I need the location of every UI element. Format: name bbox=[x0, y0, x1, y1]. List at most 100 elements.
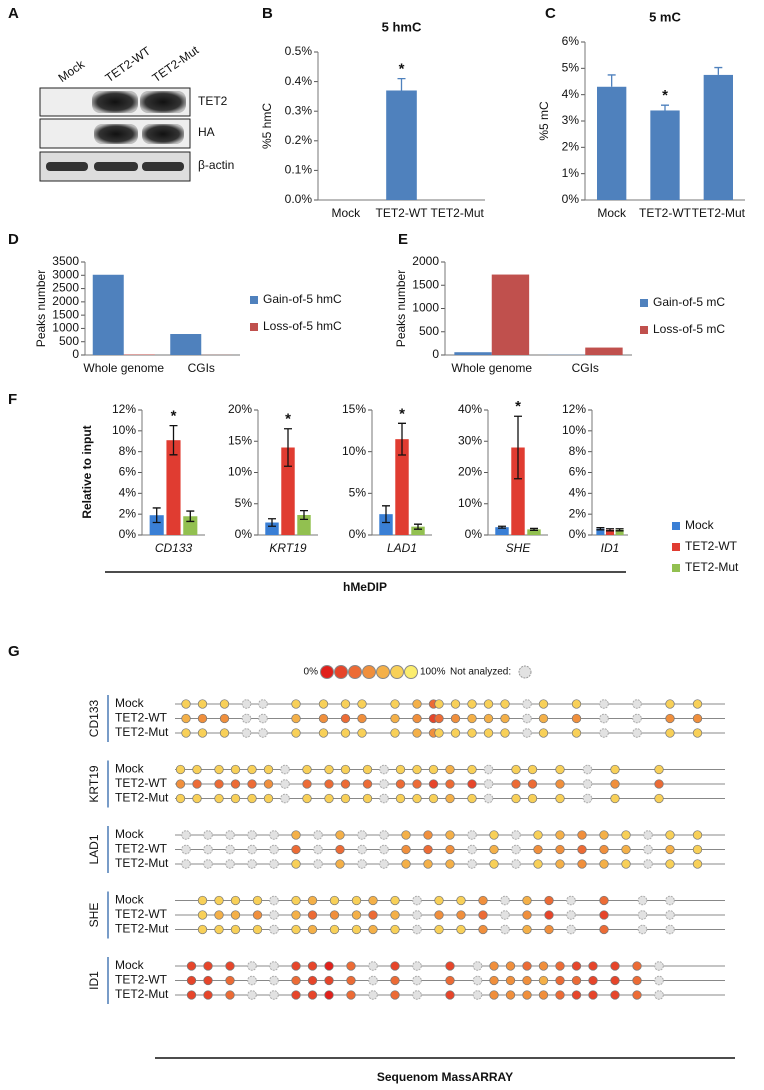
row-label: Mock bbox=[115, 958, 145, 972]
methylation-dot bbox=[588, 975, 598, 986]
methylation-dot bbox=[362, 764, 373, 775]
not-analyzed-dot bbox=[412, 975, 422, 986]
methylation-dot bbox=[225, 961, 235, 971]
panel-label: G bbox=[8, 643, 20, 660]
methylation-dot bbox=[533, 830, 543, 840]
y-tick-label: 1% bbox=[562, 166, 580, 180]
methylation-dot bbox=[230, 793, 241, 804]
error-bar bbox=[514, 415, 522, 480]
y-tick-label: 3% bbox=[562, 113, 580, 127]
methylation-dot bbox=[225, 975, 235, 986]
y-tick-label: 0% bbox=[465, 527, 483, 541]
bar bbox=[454, 352, 492, 355]
methylation-dot bbox=[181, 728, 191, 738]
y-tick-label: 0% bbox=[569, 527, 587, 541]
methylation-dot bbox=[610, 961, 620, 971]
methylation-dot bbox=[599, 895, 609, 906]
methylation-dot bbox=[434, 895, 444, 906]
y-axis-label: Relative to input bbox=[80, 425, 94, 518]
methylation-dot bbox=[307, 975, 318, 986]
methylation-dot bbox=[219, 728, 230, 738]
not-analyzed-dot bbox=[472, 975, 483, 986]
row-label: Mock bbox=[115, 893, 145, 907]
not-analyzed-dot bbox=[632, 713, 642, 724]
row-label: Mock bbox=[115, 696, 145, 710]
error-bar bbox=[498, 525, 506, 529]
methylation-dot bbox=[175, 779, 186, 789]
methylation-dot bbox=[533, 844, 543, 855]
methylation-dot bbox=[621, 844, 631, 855]
not-analyzed-dot bbox=[643, 859, 653, 869]
not-analyzed-dot bbox=[483, 779, 494, 789]
methylation-dot bbox=[192, 793, 202, 804]
methylation-dot bbox=[483, 713, 494, 724]
methylation-dot bbox=[555, 859, 565, 869]
methylation-dot bbox=[450, 728, 461, 738]
methylation-dot bbox=[456, 910, 466, 920]
methylation-dot bbox=[599, 830, 609, 840]
not-analyzed-dot bbox=[203, 830, 213, 840]
methylation-dot bbox=[214, 764, 224, 775]
methylation-dot bbox=[692, 830, 703, 840]
not-analyzed-dot bbox=[379, 793, 389, 804]
y-tick-label: 10% bbox=[342, 444, 366, 458]
western-blot bbox=[39, 87, 191, 182]
not-analyzed-dot bbox=[599, 728, 609, 738]
not-analyzed-dot bbox=[368, 961, 378, 971]
bar bbox=[166, 440, 181, 535]
not-analyzed-dot bbox=[313, 844, 323, 855]
legend-label: Mock bbox=[685, 518, 715, 532]
methylation-dot bbox=[478, 924, 488, 935]
methylation-dot bbox=[247, 764, 257, 775]
methylation-dot bbox=[478, 895, 488, 906]
methylation-dot bbox=[368, 924, 378, 935]
methylation-dot bbox=[423, 859, 433, 869]
scale-dot bbox=[334, 665, 348, 679]
methylation-dot bbox=[511, 779, 521, 789]
methylation-dot bbox=[571, 728, 582, 738]
not-analyzed-dot bbox=[632, 728, 642, 738]
methylation-dot bbox=[588, 990, 598, 1000]
error-bar bbox=[607, 74, 616, 87]
not-analyzed-dot bbox=[269, 859, 279, 869]
methylation-dot bbox=[555, 830, 565, 840]
methylation-dot bbox=[197, 895, 208, 906]
methylation-dot bbox=[230, 764, 241, 775]
methylation-dot bbox=[291, 830, 301, 840]
methylation-dot bbox=[291, 990, 301, 1000]
methylation-dot bbox=[412, 728, 422, 738]
methylation-dot bbox=[538, 961, 549, 971]
methylation-dot bbox=[219, 699, 230, 709]
x-tick-label: TET2-WT bbox=[639, 206, 692, 220]
methylation-dot bbox=[351, 895, 362, 906]
methylation-dot bbox=[692, 713, 703, 724]
bar bbox=[703, 74, 733, 200]
methylation-dot bbox=[434, 699, 444, 709]
y-tick-label: 2% bbox=[569, 506, 587, 520]
methylation-dot bbox=[654, 764, 664, 775]
methylation-dot bbox=[291, 975, 301, 986]
band-label: TET2 bbox=[198, 94, 228, 108]
methylation-dot bbox=[692, 859, 703, 869]
methylation-dot bbox=[335, 859, 345, 869]
y-tick-label: 0% bbox=[349, 527, 367, 541]
significance-star: * bbox=[399, 405, 405, 422]
y-tick-label: 0% bbox=[562, 192, 580, 206]
methylation-dot bbox=[538, 990, 549, 1000]
bar bbox=[596, 528, 605, 535]
methylation-dot bbox=[483, 728, 494, 738]
not-analyzed-dot bbox=[637, 910, 648, 920]
panel-label: E bbox=[398, 231, 408, 248]
methylation-dot bbox=[500, 713, 510, 724]
legend-swatch bbox=[672, 543, 680, 551]
methylation-dot bbox=[340, 699, 351, 709]
blot-band bbox=[46, 162, 88, 171]
not-analyzed-dot bbox=[280, 779, 290, 789]
methylation-dot bbox=[665, 728, 675, 738]
band-label: HA bbox=[198, 125, 215, 139]
y-tick-label: 5% bbox=[349, 486, 367, 500]
methylation-dot bbox=[483, 699, 494, 709]
methylation-dot bbox=[665, 699, 675, 709]
methylation-dot bbox=[456, 895, 466, 906]
legend-swatch bbox=[672, 564, 680, 572]
